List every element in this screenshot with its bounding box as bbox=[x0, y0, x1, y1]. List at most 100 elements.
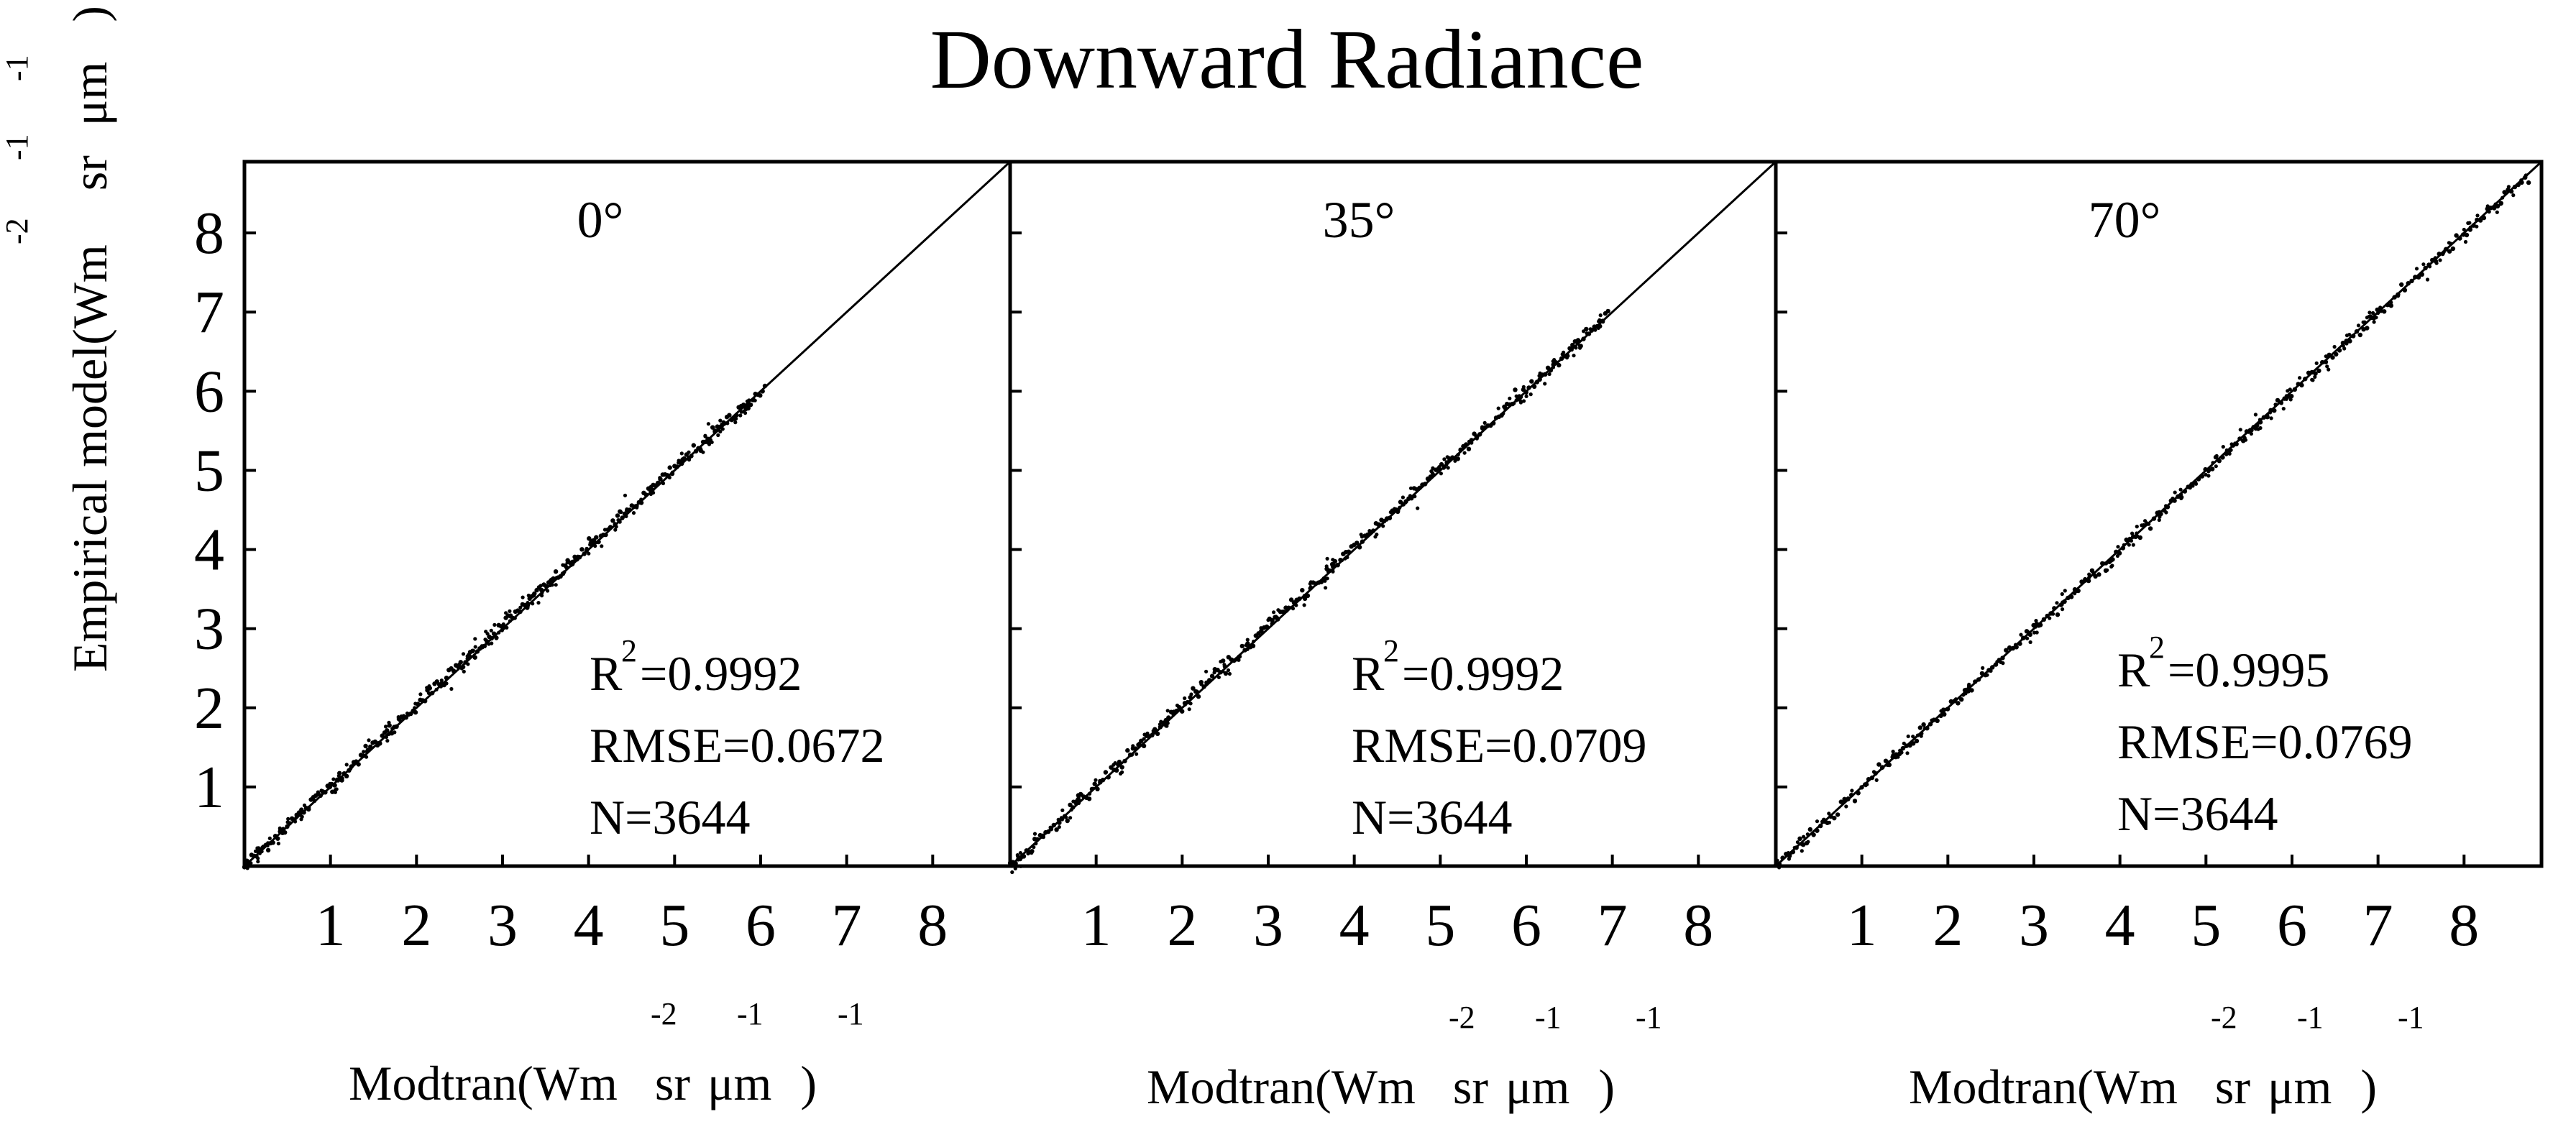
data-point bbox=[1524, 394, 1528, 399]
data-point bbox=[2211, 461, 2215, 465]
data-point bbox=[293, 819, 298, 824]
data-point bbox=[679, 451, 684, 456]
x-axis-label: Modtran(Wm sr μm) bbox=[349, 1056, 817, 1110]
data-point bbox=[2511, 193, 2516, 198]
data-point bbox=[1401, 495, 1405, 500]
data-point bbox=[2221, 445, 2225, 449]
data-point bbox=[1581, 336, 1586, 341]
data-point bbox=[2284, 394, 2288, 398]
data-point bbox=[253, 849, 258, 853]
data-point bbox=[1521, 385, 1526, 389]
data-point bbox=[1548, 368, 1554, 373]
data-point bbox=[661, 481, 666, 486]
data-point bbox=[2037, 624, 2041, 628]
y-tick-label: 8 bbox=[194, 200, 224, 267]
data-point bbox=[470, 649, 475, 654]
data-point bbox=[1467, 439, 1472, 444]
data-point bbox=[298, 811, 303, 815]
data-point bbox=[2402, 288, 2408, 293]
data-point bbox=[1444, 462, 1449, 466]
data-point bbox=[2173, 490, 2177, 494]
data-point bbox=[1529, 379, 1534, 384]
data-point bbox=[1180, 709, 1185, 714]
data-point bbox=[2354, 329, 2360, 334]
data-point bbox=[1226, 668, 1231, 673]
data-point bbox=[2229, 442, 2234, 446]
data-point bbox=[2414, 267, 2419, 271]
data-point bbox=[1806, 840, 1810, 844]
data-point bbox=[1915, 733, 1920, 737]
data-point bbox=[1528, 392, 1533, 397]
data-point bbox=[1827, 820, 1831, 825]
data-point bbox=[1914, 738, 1920, 744]
data-point bbox=[1491, 420, 1496, 426]
data-point bbox=[2120, 546, 2126, 551]
data-point bbox=[1069, 808, 1073, 812]
data-point bbox=[1512, 401, 1516, 405]
data-point bbox=[260, 845, 265, 850]
rmse-label: RMSE=0.0769 bbox=[2117, 714, 2413, 769]
r-squared-superscript: 2 bbox=[621, 633, 637, 668]
data-point bbox=[521, 595, 525, 599]
x-axis-label-sr: sr bbox=[1453, 1059, 1488, 1114]
y-tick-label: 3 bbox=[194, 596, 224, 663]
y-tick-label: 1 bbox=[194, 754, 224, 821]
data-point bbox=[1442, 457, 1447, 461]
x-tick-label: 8 bbox=[917, 892, 948, 959]
rmse-label: RMSE=0.0672 bbox=[590, 718, 885, 773]
data-point bbox=[1302, 596, 1308, 602]
data-point bbox=[1339, 558, 1344, 563]
data-point bbox=[266, 841, 270, 845]
data-point bbox=[734, 417, 738, 421]
data-point bbox=[643, 492, 648, 497]
data-point bbox=[1430, 471, 1434, 475]
data-point bbox=[1204, 669, 1209, 673]
data-point bbox=[2224, 452, 2229, 456]
data-point bbox=[623, 493, 628, 497]
one-to-one-line bbox=[243, 160, 1012, 868]
data-point bbox=[624, 514, 628, 519]
data-point bbox=[1252, 639, 1256, 644]
x-axis-sup-m2: -2 bbox=[1449, 1000, 1475, 1035]
data-point bbox=[2313, 374, 2317, 380]
data-point bbox=[1513, 387, 1518, 392]
data-point bbox=[368, 744, 373, 750]
data-point bbox=[1891, 753, 1895, 758]
data-point bbox=[635, 505, 639, 510]
data-point bbox=[1531, 384, 1537, 389]
data-point bbox=[1223, 671, 1229, 676]
data-point bbox=[396, 715, 400, 719]
data-point bbox=[1188, 695, 1193, 700]
data-point bbox=[344, 763, 349, 767]
data-point bbox=[2501, 196, 2505, 200]
data-point bbox=[594, 535, 599, 540]
data-point bbox=[1588, 327, 1592, 331]
data-point bbox=[1891, 750, 1895, 754]
data-point bbox=[701, 450, 705, 454]
data-point bbox=[1100, 778, 1106, 783]
data-point bbox=[1866, 777, 1871, 782]
data-point bbox=[1596, 326, 1600, 330]
data-point bbox=[2289, 394, 2294, 399]
data-point bbox=[1995, 660, 1999, 664]
data-point bbox=[540, 590, 544, 595]
data-point bbox=[2344, 334, 2350, 338]
data-point bbox=[1026, 852, 1030, 856]
data-point bbox=[2158, 514, 2162, 518]
data-point bbox=[2253, 413, 2258, 417]
data-point bbox=[1056, 817, 1060, 822]
data-point bbox=[2450, 246, 2456, 252]
data-point bbox=[1477, 432, 1482, 437]
data-point bbox=[1032, 837, 1037, 841]
data-point bbox=[1106, 775, 1111, 780]
data-point bbox=[1091, 786, 1095, 791]
data-point bbox=[2164, 504, 2168, 508]
data-point bbox=[418, 692, 423, 696]
data-point bbox=[2454, 233, 2459, 238]
n-count-label: N=3644 bbox=[2117, 786, 2278, 841]
data-point bbox=[260, 850, 264, 854]
data-point bbox=[2188, 486, 2192, 490]
r-squared-superscript: 2 bbox=[2149, 630, 2165, 665]
data-point bbox=[610, 518, 615, 523]
panel-2: 1 2 3 4 5 6 7 870°R2 =0.9995RMSE=0.0769N=3644Mod… bbox=[1773, 160, 2544, 1114]
